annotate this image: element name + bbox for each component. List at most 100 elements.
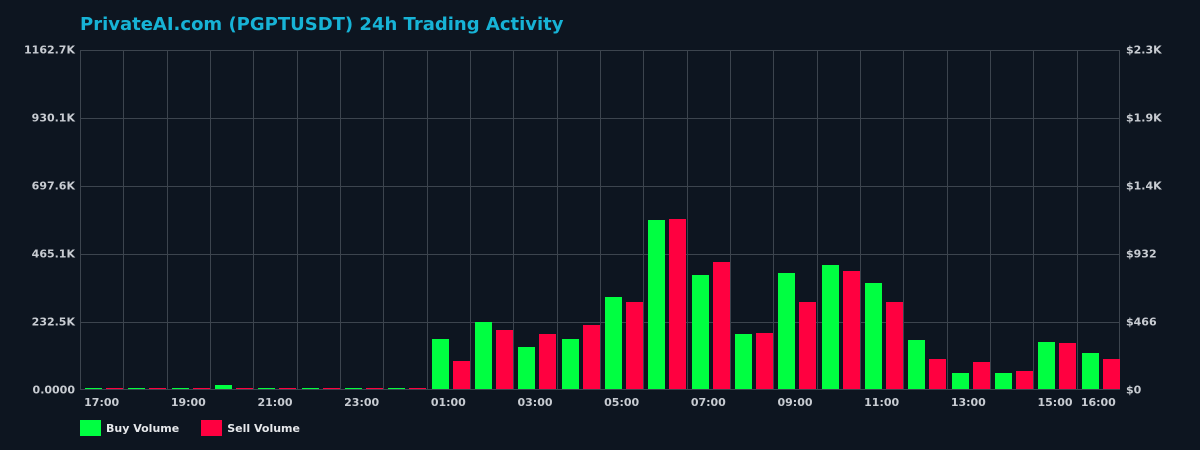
sell-volume-bar[interactable]	[539, 334, 557, 389]
buy-volume-bar[interactable]	[301, 387, 319, 389]
sell-volume-bar[interactable]	[756, 333, 773, 389]
sell-volume-bar[interactable]	[929, 359, 947, 389]
v-gridline	[1033, 51, 1035, 389]
sell-volume-bar[interactable]	[1059, 343, 1077, 389]
sell-volume-bar[interactable]	[322, 387, 340, 389]
y-left-tick: 465.1K	[31, 247, 75, 261]
buy-volume-bar[interactable]	[518, 347, 536, 389]
sell-volume-bar[interactable]	[972, 362, 990, 389]
x-tick: 03:00	[517, 396, 553, 409]
buy-volume-bar[interactable]	[1038, 342, 1056, 389]
y-left-tick: 0.0000	[32, 383, 75, 397]
sell-volume-bar[interactable]	[712, 261, 730, 389]
v-gridline	[383, 51, 385, 389]
sell-volume-bar[interactable]	[1102, 359, 1120, 389]
buy-volume-bar[interactable]	[995, 373, 1012, 389]
sell-volume-bar[interactable]	[496, 330, 513, 389]
buy-volume-bar[interactable]	[778, 272, 796, 389]
v-gridline	[686, 51, 688, 389]
chart-title: PrivateAI.com (PGPTUSDT) 24h Trading Act…	[80, 14, 564, 35]
sell-volume-bar[interactable]	[192, 387, 210, 389]
sell-volume-bar[interactable]	[886, 301, 903, 389]
sell-volume-bar[interactable]	[279, 387, 297, 389]
sell-volume-bar[interactable]	[799, 302, 817, 389]
buy-volume-bar[interactable]	[648, 220, 666, 389]
sell-volume-bar[interactable]	[452, 361, 470, 389]
v-gridline	[123, 51, 125, 389]
sell-volume-bar[interactable]	[626, 302, 643, 389]
v-gridline	[210, 51, 211, 389]
v-gridline	[730, 51, 731, 389]
sell-volume-bar[interactable]	[582, 325, 600, 389]
buy-volume-bar[interactable]	[1081, 353, 1099, 389]
x-tick: 07:00	[690, 396, 726, 409]
buy-volume-bar[interactable]	[605, 297, 622, 389]
x-tick: 16:00	[1080, 396, 1116, 409]
y-right-tick: $466	[1126, 315, 1157, 329]
y-right-tick: $1.9K	[1126, 111, 1162, 125]
y-right-tick: $2.3K	[1126, 43, 1162, 57]
sell-volume-bar[interactable]	[409, 387, 427, 389]
buy-volume-bar[interactable]	[951, 373, 969, 389]
buy-volume-bar[interactable]	[908, 340, 926, 389]
x-tick: 15:00	[1037, 396, 1073, 409]
sell-volume-bar[interactable]	[842, 270, 860, 389]
plot-area	[80, 50, 1120, 390]
buy-volume-bar[interactable]	[345, 387, 362, 389]
y-right-tick: $932	[1126, 247, 1157, 261]
buy-volume-bar[interactable]	[85, 387, 102, 389]
v-gridline	[470, 51, 471, 389]
y-right-tick: $1.4K	[1126, 179, 1162, 193]
v-gridline	[296, 51, 298, 389]
sell-volume-bar[interactable]	[1016, 370, 1033, 389]
y-right-tick: $0	[1126, 383, 1142, 397]
buy-volume-bar[interactable]	[821, 264, 839, 389]
y-left-tick: 232.5K	[31, 315, 75, 329]
buy-volume-bar[interactable]	[171, 387, 189, 389]
buy-volume-bar[interactable]	[865, 283, 882, 389]
y-left-tick: 930.1K	[31, 111, 75, 125]
buy-volume-bar[interactable]	[475, 322, 492, 389]
v-gridline	[860, 51, 861, 389]
sell-volume-bar[interactable]	[366, 387, 383, 389]
v-gridline	[600, 51, 601, 389]
buy-volume-bar[interactable]	[258, 387, 276, 389]
v-gridline	[773, 51, 775, 389]
v-gridline	[340, 51, 341, 389]
v-gridline	[643, 51, 645, 389]
x-tick: 09:00	[777, 396, 813, 409]
y-left-tick: 1162.7K	[24, 43, 75, 57]
v-gridline	[513, 51, 515, 389]
sell-volume-bar[interactable]	[669, 218, 687, 389]
v-gridline	[816, 51, 818, 389]
x-tick: 13:00	[950, 396, 986, 409]
buy-volume-bar[interactable]	[215, 384, 232, 389]
buy-volume-bar[interactable]	[388, 387, 406, 389]
sell-volume-bar[interactable]	[149, 387, 167, 389]
buy-volume-bar[interactable]	[128, 387, 146, 389]
buy-volume-bar[interactable]	[431, 339, 449, 389]
v-gridline	[946, 51, 948, 389]
y-left-tick: 697.6K	[31, 179, 75, 193]
v-gridline	[166, 51, 168, 389]
legend-label: Buy Volume	[106, 421, 180, 435]
v-gridline	[1076, 51, 1078, 389]
x-tick: 11:00	[864, 396, 900, 409]
buy-swatch-icon	[80, 420, 101, 436]
x-tick: 01:00	[430, 396, 466, 409]
v-gridline	[556, 51, 558, 389]
x-tick: 19:00	[170, 396, 206, 409]
buy-volume-bar[interactable]	[735, 334, 752, 389]
sell-volume-bar[interactable]	[236, 387, 253, 389]
buy-volume-bar[interactable]	[561, 339, 579, 389]
v-gridline	[253, 51, 255, 389]
x-tick: 21:00	[257, 396, 293, 409]
v-gridline	[426, 51, 428, 389]
x-tick: 17:00	[84, 396, 120, 409]
x-tick: 05:00	[604, 396, 640, 409]
sell-volume-bar[interactable]	[106, 387, 123, 389]
legend-item-buy[interactable]: Buy Volume	[80, 420, 179, 436]
sell-swatch-icon	[201, 420, 223, 436]
buy-volume-bar[interactable]	[691, 274, 709, 389]
legend-item-sell[interactable]: Sell Volume	[201, 420, 300, 436]
